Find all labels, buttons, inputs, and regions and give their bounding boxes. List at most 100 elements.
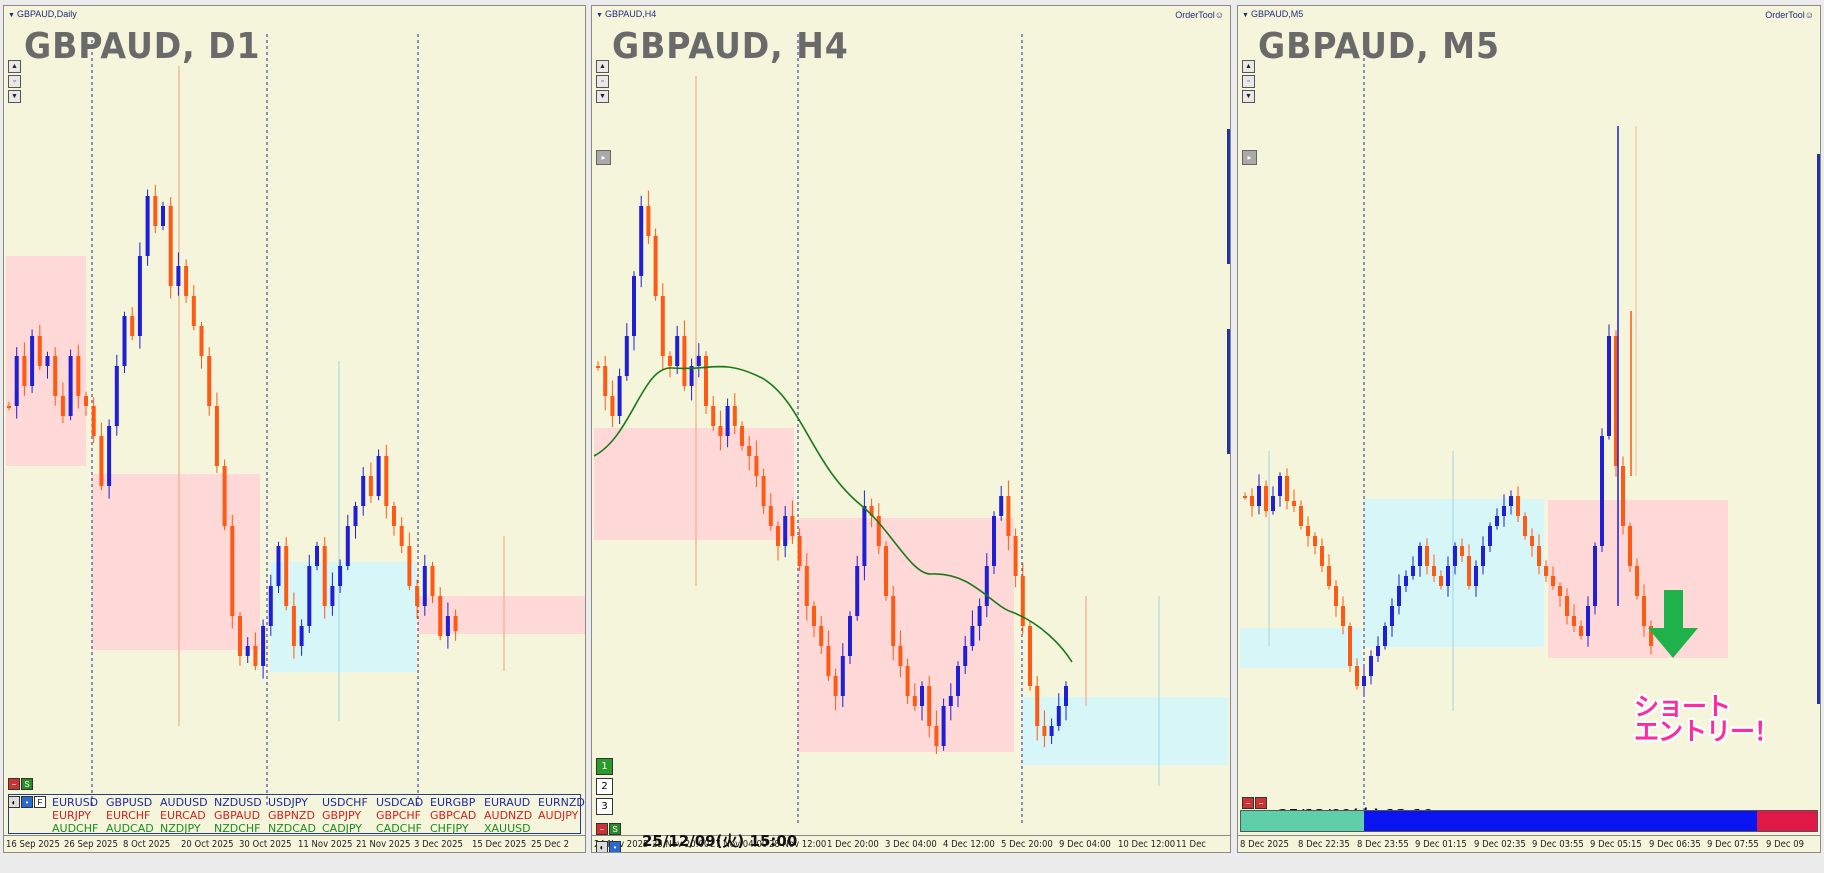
candle-body bbox=[330, 586, 335, 606]
pair-button[interactable]: GBPJPY bbox=[322, 809, 362, 822]
pair-button[interactable]: USDCHF bbox=[322, 796, 368, 809]
zoom-icon[interactable]: ▫ bbox=[8, 75, 21, 88]
ordertool-label[interactable]: OrderTool☺ bbox=[1175, 10, 1224, 20]
candle-body bbox=[222, 466, 227, 526]
pair-button[interactable] bbox=[538, 822, 585, 835]
candle-body bbox=[1425, 546, 1429, 566]
candle-body bbox=[1013, 536, 1018, 576]
pair-button[interactable]: EURAUD bbox=[484, 796, 531, 809]
candle-body bbox=[696, 356, 701, 366]
price-zone bbox=[92, 474, 260, 650]
pair-button[interactable]: USDCAD bbox=[376, 796, 424, 809]
minus-button[interactable]: − bbox=[1242, 797, 1254, 809]
candle-body bbox=[1523, 516, 1527, 536]
dot-icon[interactable]: • bbox=[609, 841, 621, 852]
pair-button[interactable]: NZDJPY bbox=[160, 822, 201, 835]
scroll-up-icon[interactable]: ▲ bbox=[596, 60, 609, 73]
tf-button-2[interactable]: 2 bbox=[596, 778, 613, 795]
scroll-indicator[interactable] bbox=[1227, 129, 1230, 264]
ordertool-label[interactable]: OrderTool☺ bbox=[1765, 10, 1814, 20]
minus-button[interactable]: − bbox=[8, 778, 20, 790]
candle-body bbox=[992, 516, 996, 566]
pair-button[interactable]: NZDCAD bbox=[268, 822, 316, 835]
candle-body bbox=[1383, 626, 1387, 646]
candle-body bbox=[1488, 526, 1492, 546]
mouse-icon[interactable]: ◐ bbox=[8, 796, 20, 808]
order-tool-buttons[interactable]: − S ◐ • F bbox=[8, 778, 47, 814]
side-scroll-buttons[interactable]: ▲ ▫ ▼ bbox=[8, 60, 21, 105]
pair-button[interactable]: EURJPY bbox=[52, 809, 91, 822]
pair-button[interactable]: USDJPY bbox=[268, 796, 308, 809]
pair-button[interactable]: EURCHF bbox=[106, 809, 151, 822]
time-axis-label: 9 Dec 03:55 bbox=[1532, 839, 1584, 850]
candle-body bbox=[1558, 586, 1562, 596]
candle-body bbox=[1418, 546, 1422, 566]
candle-body bbox=[438, 596, 443, 636]
s-button[interactable]: S bbox=[609, 823, 621, 835]
scroll-up-icon[interactable]: ▲ bbox=[8, 60, 21, 73]
scroll-down-icon[interactable]: ▼ bbox=[8, 90, 21, 103]
candle-body bbox=[307, 566, 312, 626]
pair-button[interactable]: AUDUSD bbox=[160, 796, 208, 809]
pair-button[interactable]: AUDNZD bbox=[484, 809, 533, 822]
chart-pane-h4[interactable]: ▼ GBPAUD,H4 OrderTool☺ GBPAUD, H4 ▲ ▫ ▼ ▸… bbox=[591, 5, 1231, 853]
pair-button[interactable]: GBPNZD bbox=[268, 809, 315, 822]
pair-button[interactable]: EURNZD bbox=[538, 796, 585, 809]
minus-button-2[interactable]: − bbox=[1255, 797, 1267, 809]
candle-body bbox=[790, 516, 795, 536]
candle-body bbox=[1453, 546, 1457, 566]
pair-button[interactable]: EURUSD bbox=[52, 796, 99, 809]
panel-toggle-icon[interactable]: ▸ bbox=[1242, 150, 1257, 165]
pair-button[interactable]: GBPCHF bbox=[376, 809, 421, 822]
order-tool-buttons[interactable]: − S ◐ • bbox=[596, 823, 622, 852]
pair-button[interactable]: AUDJPY bbox=[538, 809, 579, 822]
zoom-icon[interactable]: ▫ bbox=[1242, 75, 1255, 88]
scroll-down-icon[interactable]: ▼ bbox=[596, 90, 609, 103]
zoom-icon[interactable]: ▫ bbox=[596, 75, 609, 88]
s-button[interactable]: S bbox=[21, 778, 33, 790]
pair-selector[interactable]: EURUSD GBPUSD AUDUSD NZDUSD USDJPY USDCHF USDC… bbox=[52, 796, 585, 835]
candle-body bbox=[207, 356, 212, 406]
scroll-indicator[interactable] bbox=[1817, 154, 1820, 704]
candle-body bbox=[934, 726, 939, 746]
minus-button[interactable]: − bbox=[596, 823, 608, 835]
candle-body bbox=[291, 606, 296, 646]
mouse-icon[interactable]: ◐ bbox=[596, 841, 608, 852]
pair-button[interactable]: AUDCAD bbox=[106, 822, 154, 835]
scroll-indicator[interactable] bbox=[1227, 329, 1230, 454]
pair-button[interactable]: CHFJPY bbox=[430, 822, 469, 835]
side-scroll-buttons[interactable]: ▲ ▫ ▼ bbox=[596, 60, 609, 105]
pair-button[interactable]: XAUUSD bbox=[484, 822, 531, 835]
pair-button[interactable]: NZDUSD bbox=[214, 796, 262, 809]
candle-body bbox=[1006, 496, 1011, 536]
candle-body bbox=[168, 206, 173, 286]
dot-icon[interactable]: • bbox=[21, 796, 33, 808]
pair-button[interactable]: GBPCAD bbox=[430, 809, 477, 822]
pair-button[interactable]: CADCHF bbox=[376, 822, 422, 835]
pair-button[interactable]: EURGBP bbox=[430, 796, 476, 809]
panel-toggle-icon[interactable]: ▸ bbox=[596, 150, 611, 165]
pair-button[interactable]: AUDCHF bbox=[52, 822, 99, 835]
scroll-down-icon[interactable]: ▼ bbox=[1242, 90, 1255, 103]
candle-body bbox=[956, 666, 960, 696]
candle-body bbox=[1348, 626, 1352, 666]
pair-button[interactable]: GBPUSD bbox=[106, 796, 153, 809]
timeframe-number-buttons[interactable]: 1 2 3 bbox=[596, 758, 613, 818]
tf-button-3[interactable]: 3 bbox=[596, 798, 613, 815]
time-axis-label: 26 Sep 2025 bbox=[64, 839, 119, 850]
pair-button[interactable]: NZDCHF bbox=[214, 822, 261, 835]
chart-pane-d1[interactable]: ▼ GBPAUD,Daily GBPAUD, D1 ▲ ▫ ▼ − S ◐ • F EU… bbox=[3, 5, 586, 853]
pair-button[interactable]: GBPAUD bbox=[214, 809, 261, 822]
candle-body bbox=[445, 616, 450, 636]
candle-body bbox=[1327, 566, 1331, 586]
scroll-up-icon[interactable]: ▲ bbox=[1242, 60, 1255, 73]
candle-body bbox=[927, 686, 932, 726]
tf-button-1[interactable]: 1 bbox=[596, 758, 613, 775]
pair-button[interactable]: EURCAD bbox=[160, 809, 206, 822]
chart-pane-m5[interactable]: ▼ GBPAUD,M5 OrderTool☺ GBPAUD, M5 ▲ ▫ ▼ ▸… bbox=[1237, 5, 1821, 853]
side-scroll-buttons[interactable]: ▲ ▫ ▼ bbox=[1242, 60, 1255, 105]
candle-body bbox=[1516, 496, 1520, 516]
pair-button[interactable]: CADJPY bbox=[322, 822, 363, 835]
f-button[interactable]: F bbox=[34, 796, 46, 808]
price-zone bbox=[418, 596, 585, 634]
